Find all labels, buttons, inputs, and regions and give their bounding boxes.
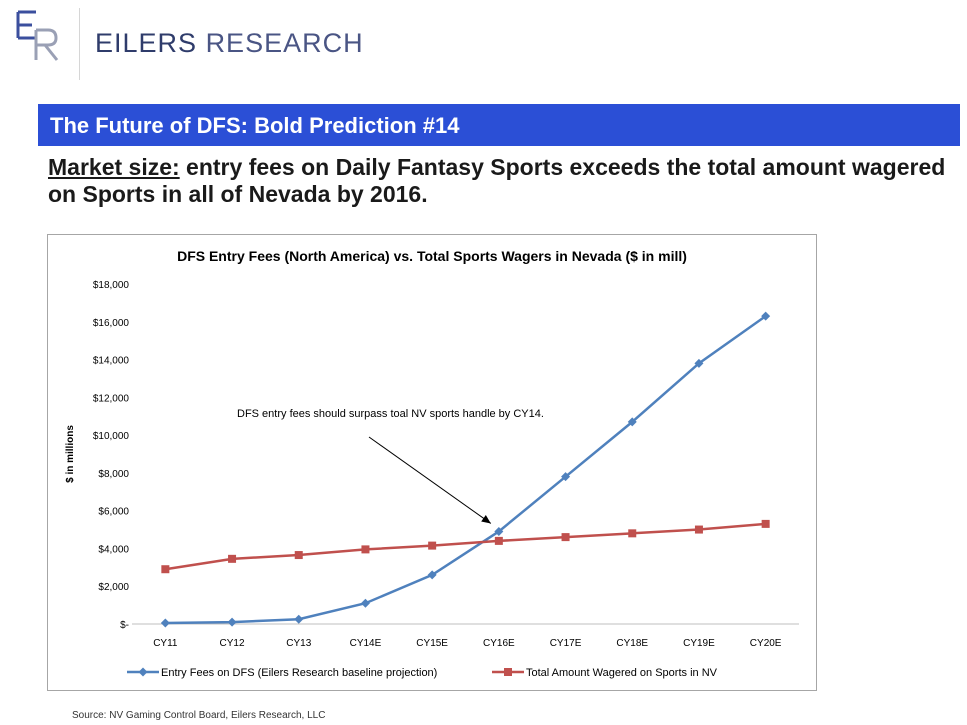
x-tick-label: CY15E [416,638,448,649]
slide-subtitle: Market size: entry fees on Daily Fantasy… [48,154,948,208]
subtitle-text: entry fees on Daily Fantasy Sports excee… [48,154,946,207]
subtitle-label: Market size: [48,154,180,180]
series-line-1 [165,315,767,625]
legend-swatch-marker [138,667,148,677]
y-tick-label: $14,000 [93,356,130,367]
y-tick-label: $16,000 [93,318,130,329]
series-2-point [428,541,437,550]
series-1-point [627,417,637,427]
x-tick-label: CY12 [220,638,245,649]
y-tick-label: $18,000 [93,280,130,291]
line-chart: DFS Entry Fees (North America) vs. Total… [65,248,799,679]
x-tick-label: CY20E [750,638,782,649]
x-tick-label: CY13 [286,638,311,649]
series-line-2 [165,522,766,571]
x-tick-label: CY18E [616,638,648,649]
series-2-point [228,554,237,563]
y-tick-label: $10,000 [93,431,130,442]
slide-title-banner: The Future of DFS: Bold Prediction #14 [38,104,960,146]
series-2-point [294,551,303,560]
x-tick-label: CY14E [350,638,382,649]
y-tick-label: $12,000 [93,393,130,404]
chart-frame [47,234,817,691]
y-tick-label: $- [120,620,129,631]
series-1-point [561,472,571,482]
series-2-point [628,529,637,538]
x-tick-label: CY19E [683,638,715,649]
x-tick-label: CY11 [153,638,178,649]
series-1-point [294,614,304,624]
eilers-logo: EILERS RESEARCH [14,8,363,80]
series-1-point [427,570,437,580]
y-tick-label: $4,000 [98,544,129,555]
legend-swatch-marker [504,668,512,676]
series-2-point [694,525,703,534]
series-2-point [361,545,370,554]
annotation-text: DFS entry fees should surpass toal NV sp… [237,408,544,420]
slide-title: The Future of DFS: Bold Prediction #14 [50,113,460,138]
source-note: Source: NV Gaming Control Board, Eilers … [72,710,326,721]
series-2-point [561,533,570,542]
annotation-arrow [368,436,492,524]
y-tick-label: $6,000 [98,507,129,518]
legend-label: Entry Fees on DFS (Eilers Research basel… [161,667,437,679]
series-1-point [694,358,704,368]
y-tick-label: $8,000 [98,469,129,480]
series-2-point [161,565,170,574]
annotation-arrowhead [481,514,491,524]
y-axis-label: $ in millions [65,425,76,483]
x-tick-label: CY16E [483,638,515,649]
er-monogram-icon [16,10,59,61]
x-tick-label: CY17E [550,638,582,649]
series-1-point [360,598,370,608]
series-1-point [227,617,237,627]
y-tick-label: $2,000 [98,582,129,593]
series-2-point [761,519,770,528]
brand-name: EILERS RESEARCH [95,28,364,58]
series-2-point [494,536,503,545]
legend-label: Total Amount Wagered on Sports in NV [526,667,718,679]
chart-title: DFS Entry Fees (North America) vs. Total… [177,248,687,264]
series-1-point [494,526,504,536]
series-1-point [761,311,771,321]
logo-divider [79,8,80,80]
series-1-point [160,618,170,628]
